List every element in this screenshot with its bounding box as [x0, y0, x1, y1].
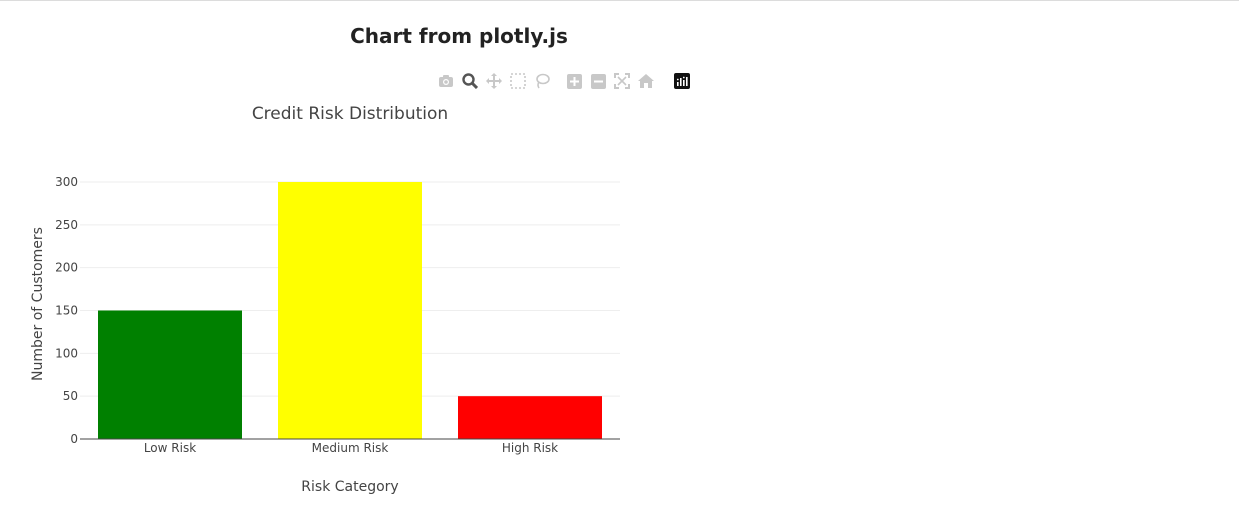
- zoom-in-icon[interactable]: [565, 72, 583, 90]
- box-select-icon[interactable]: [509, 72, 527, 90]
- x-tick-labels: Low Risk Medium Risk High Risk: [144, 441, 558, 455]
- y-tick-label: 200: [55, 261, 78, 275]
- bars: [98, 182, 602, 439]
- lasso-select-icon[interactable]: [533, 72, 551, 90]
- zoom-icon[interactable]: [461, 72, 479, 90]
- pan-icon[interactable]: [485, 72, 503, 90]
- bar-medium-risk[interactable]: [278, 182, 422, 439]
- x-axis-title: Risk Category: [301, 479, 398, 495]
- top-divider: [0, 0, 1239, 1]
- modebar: [437, 72, 697, 90]
- camera-icon[interactable]: [437, 72, 455, 90]
- y-axis-title: Number of Customers: [30, 227, 46, 381]
- autoscale-icon[interactable]: [613, 72, 631, 90]
- x-tick-label: Medium Risk: [312, 441, 389, 455]
- chart-title: Credit Risk Distribution: [252, 104, 448, 124]
- y-tick-label: 300: [55, 175, 78, 189]
- bar-high-risk[interactable]: [458, 396, 602, 439]
- y-tick-label: 150: [55, 304, 78, 318]
- x-tick-label: Low Risk: [144, 441, 196, 455]
- y-tick-label: 0: [70, 432, 78, 446]
- plotly-logo-icon[interactable]: [673, 72, 691, 90]
- bar-low-risk[interactable]: [98, 310, 242, 440]
- y-tick-label: 50: [63, 389, 78, 403]
- zoom-out-icon[interactable]: [589, 72, 607, 90]
- y-tick-labels: 0 50 100 150 200 250 300: [55, 175, 78, 446]
- home-icon[interactable]: [637, 72, 655, 90]
- page-title: Chart from plotly.js: [350, 24, 568, 48]
- y-tick-label: 100: [55, 346, 78, 360]
- y-tick-label: 250: [55, 218, 78, 232]
- x-tick-label: High Risk: [502, 441, 558, 455]
